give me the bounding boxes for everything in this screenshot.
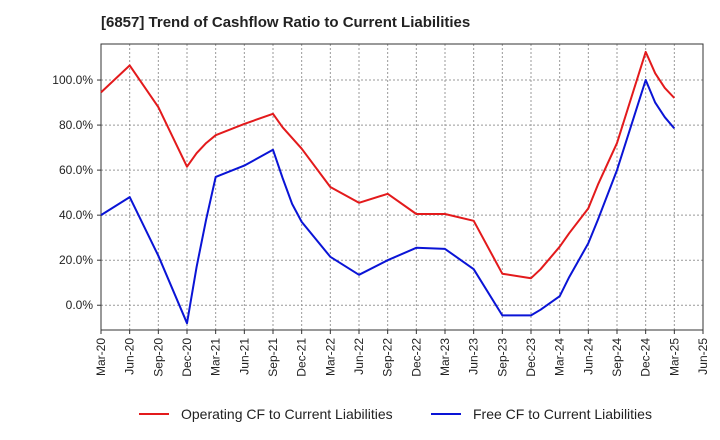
grid-lines (101, 44, 703, 330)
x-tick-label: Jun-24 (581, 338, 595, 375)
y-tick-label: 60.0% (59, 163, 93, 177)
x-tick-label: Jun-23 (467, 338, 481, 375)
x-tick-label: Dec-23 (524, 338, 538, 377)
x-tick-label: Mar-23 (438, 338, 452, 376)
x-tick-label: Dec-21 (295, 338, 309, 377)
y-axis-ticks: 0.0% 20.0% 40.0% 60.0% 80.0% 100.0% (52, 73, 101, 312)
x-tick-label: Sep-20 (151, 338, 165, 377)
x-tick-label: Dec-24 (639, 338, 653, 377)
plot-area-frame (100, 43, 704, 331)
x-tick-label: Jun-21 (237, 338, 251, 375)
x-tick-label: Mar-20 (94, 338, 108, 376)
x-tick-label: Dec-22 (409, 338, 423, 377)
x-tick-label: Jun-25 (696, 338, 710, 375)
x-tick-label: Mar-22 (323, 338, 337, 376)
x-tick-label: Sep-24 (610, 338, 624, 377)
y-tick-label: 100.0% (52, 73, 93, 87)
y-tick-label: 20.0% (59, 253, 93, 267)
x-axis-ticks: Mar-20 Jun-20 Sep-20 Dec-20 Mar-21 Jun-21 Sep-… (94, 330, 710, 377)
y-tick-label: 80.0% (59, 118, 93, 132)
x-tick-label: Mar-25 (667, 338, 681, 376)
y-tick-label: 40.0% (59, 208, 93, 222)
series-line-0 (100, 50, 676, 280)
chart-title: [6857] Trend of Cashflow Ratio to Curren… (101, 14, 471, 31)
series-line-1 (100, 79, 676, 325)
legend: Operating CF to Current Liabilities Free … (139, 406, 652, 422)
x-tick-label: Dec-20 (180, 338, 194, 377)
x-tick-label: Sep-21 (266, 338, 280, 377)
x-tick-label: Mar-24 (553, 338, 567, 376)
x-tick-label: Jun-22 (352, 338, 366, 375)
x-tick-label: Mar-21 (209, 338, 223, 376)
y-tick-label: 0.0% (66, 298, 94, 312)
x-tick-label: Sep-23 (495, 338, 509, 377)
legend-label-0: Operating CF to Current Liabilities (181, 406, 393, 422)
legend-label-1: Free CF to Current Liabilities (473, 406, 652, 422)
series-lines (100, 50, 676, 325)
x-tick-label: Jun-20 (123, 338, 137, 375)
x-tick-label: Sep-22 (381, 338, 395, 377)
